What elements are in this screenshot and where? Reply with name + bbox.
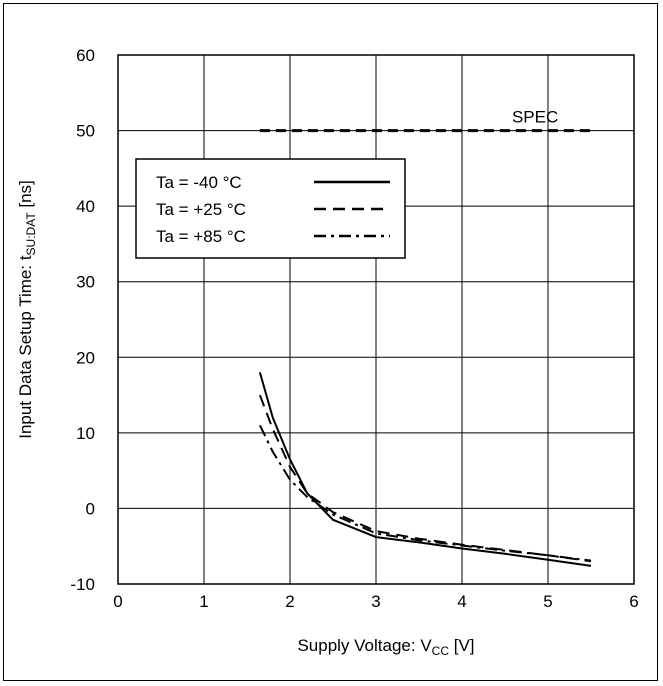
y-axis-label-unit: [ns] <box>16 180 35 212</box>
x-tick-label: 1 <box>199 592 208 611</box>
grid-lines <box>118 55 634 584</box>
y-tick-label: 50 <box>76 122 95 141</box>
y-tick-label: 30 <box>76 273 95 292</box>
y-axis-label-main: Input Data Setup Time: t <box>16 255 35 439</box>
x-tick-label: 0 <box>113 592 122 611</box>
spec-line-group: SPEC <box>259 108 596 133</box>
y-tick-label: 40 <box>76 197 95 216</box>
y-tick-labels: -10 0 10 20 30 40 50 60 <box>70 46 95 594</box>
series-line-3 <box>259 424 592 562</box>
x-axis-label-unit: [V] <box>449 636 475 655</box>
x-tick-label: 5 <box>543 592 552 611</box>
x-tick-label: 2 <box>285 592 294 611</box>
series-line-1 <box>258 372 592 567</box>
x-tick-label: 6 <box>629 592 638 611</box>
legend-label-3: Ta = +85 °C <box>156 227 246 246</box>
y-tick-label: -10 <box>70 575 95 594</box>
x-axis-label-main: Supply Voltage: V <box>297 636 432 655</box>
series-lines <box>258 372 592 567</box>
x-tick-labels: 0 1 2 3 4 5 6 <box>113 592 638 611</box>
y-tick-label: 10 <box>76 424 95 443</box>
legend-label-2: Ta = +25 °C <box>156 200 246 219</box>
y-tick-label: 60 <box>76 46 95 65</box>
legend: Ta = -40 °C Ta = +25 °C Ta = +85 °C <box>135 158 406 259</box>
x-axis-label: Supply Voltage: VCC [V] <box>297 636 474 658</box>
y-tick-label: 0 <box>86 499 95 518</box>
legend-label-1: Ta = -40 °C <box>156 173 242 192</box>
series-line-2 <box>258 394 592 563</box>
spec-label: SPEC <box>512 108 558 127</box>
x-tick-label: 4 <box>457 592 466 611</box>
y-axis-label: Input Data Setup Time: tSU:DAT [ns] <box>16 180 38 439</box>
y-tick-label: 20 <box>76 348 95 367</box>
chart-frame <box>3 3 658 681</box>
y-axis-label-sub: SU:DAT <box>24 212 38 256</box>
x-axis-label-sub: CC <box>432 644 450 658</box>
plot-border <box>117 54 635 585</box>
x-tick-label: 3 <box>371 592 380 611</box>
